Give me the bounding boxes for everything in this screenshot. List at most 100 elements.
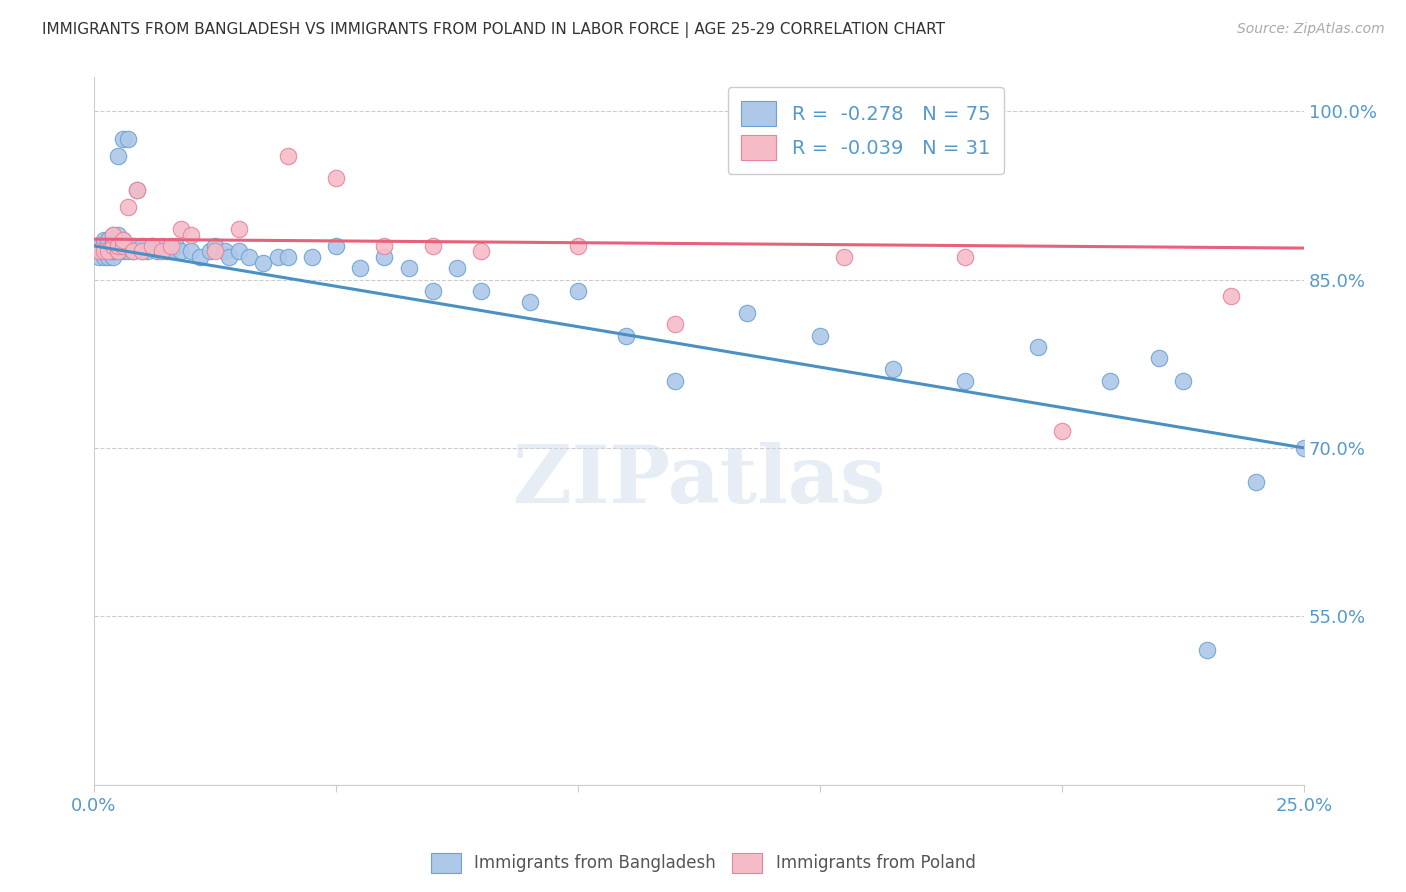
Point: [97, 233, 120, 247]
Point: [664, 374, 686, 388]
Point: [111, 239, 134, 253]
Point: [955, 250, 977, 264]
Point: [97, 239, 120, 253]
Point: [325, 239, 347, 253]
Point: [97, 244, 120, 259]
Point: [160, 239, 183, 253]
Legend: Immigrants from Bangladesh, Immigrants from Poland: Immigrants from Bangladesh, Immigrants f…: [423, 847, 983, 880]
Point: [107, 244, 129, 259]
Point: [87, 239, 110, 253]
Point: [567, 239, 589, 253]
Point: [107, 227, 129, 242]
Point: [103, 250, 125, 264]
Point: [567, 284, 589, 298]
Point: [198, 244, 221, 259]
Point: [398, 261, 420, 276]
Point: [107, 233, 129, 247]
Point: [141, 239, 163, 253]
Point: [325, 171, 347, 186]
Point: [117, 132, 139, 146]
Point: [127, 183, 149, 197]
Point: [103, 233, 125, 247]
Point: [97, 244, 120, 259]
Point: [117, 200, 139, 214]
Point: [93, 250, 115, 264]
Point: [103, 239, 125, 253]
Point: [150, 239, 173, 253]
Point: [136, 244, 159, 259]
Point: [117, 244, 139, 259]
Point: [218, 250, 240, 264]
Point: [1197, 643, 1219, 657]
Point: [1147, 351, 1170, 365]
Point: [616, 328, 638, 343]
Point: [180, 227, 202, 242]
Point: [422, 239, 444, 253]
Text: Source: ZipAtlas.com: Source: ZipAtlas.com: [1237, 22, 1385, 37]
Point: [93, 233, 115, 247]
Point: [97, 250, 120, 264]
Point: [111, 244, 134, 259]
Point: [103, 227, 125, 242]
Point: [228, 222, 250, 236]
Point: [121, 244, 143, 259]
Point: [422, 284, 444, 298]
Point: [87, 244, 110, 259]
Point: [87, 250, 110, 264]
Point: [373, 250, 395, 264]
Legend: R =  -0.278   N = 75, R =  -0.039   N = 31: R = -0.278 N = 75, R = -0.039 N = 31: [727, 87, 1004, 174]
Point: [446, 261, 468, 276]
Point: [150, 244, 173, 259]
Point: [93, 244, 115, 259]
Point: [349, 261, 371, 276]
Point: [103, 244, 125, 259]
Point: [832, 250, 855, 264]
Point: [107, 149, 129, 163]
Point: [165, 239, 187, 253]
Point: [170, 244, 193, 259]
Point: [111, 233, 134, 247]
Point: [808, 328, 831, 343]
Point: [146, 244, 169, 259]
Point: [301, 250, 323, 264]
Text: IMMIGRANTS FROM BANGLADESH VS IMMIGRANTS FROM POLAND IN LABOR FORCE | AGE 25-29 : IMMIGRANTS FROM BANGLADESH VS IMMIGRANTS…: [42, 22, 945, 38]
Point: [1026, 340, 1049, 354]
Point: [155, 244, 177, 259]
Point: [87, 244, 110, 259]
Point: [121, 239, 143, 253]
Point: [160, 244, 183, 259]
Point: [131, 244, 153, 259]
Point: [277, 149, 299, 163]
Point: [107, 239, 129, 253]
Text: ZIPatlas: ZIPatlas: [513, 442, 886, 520]
Point: [131, 239, 153, 253]
Point: [190, 250, 212, 264]
Point: [1171, 374, 1194, 388]
Point: [277, 250, 299, 264]
Point: [204, 244, 226, 259]
Point: [1294, 441, 1316, 455]
Point: [1244, 475, 1267, 489]
Point: [238, 250, 260, 264]
Point: [373, 239, 395, 253]
Point: [470, 284, 492, 298]
Point: [470, 244, 492, 259]
Point: [1050, 424, 1073, 438]
Point: [111, 239, 134, 253]
Point: [267, 250, 290, 264]
Point: [1099, 374, 1122, 388]
Point: [103, 239, 125, 253]
Point: [519, 295, 541, 310]
Point: [121, 244, 143, 259]
Point: [93, 244, 115, 259]
Point: [103, 227, 125, 242]
Point: [204, 239, 226, 253]
Point: [141, 239, 163, 253]
Point: [252, 255, 274, 269]
Point: [214, 244, 236, 259]
Point: [111, 132, 134, 146]
Point: [180, 244, 202, 259]
Point: [882, 362, 904, 376]
Point: [111, 233, 134, 247]
Point: [664, 318, 686, 332]
